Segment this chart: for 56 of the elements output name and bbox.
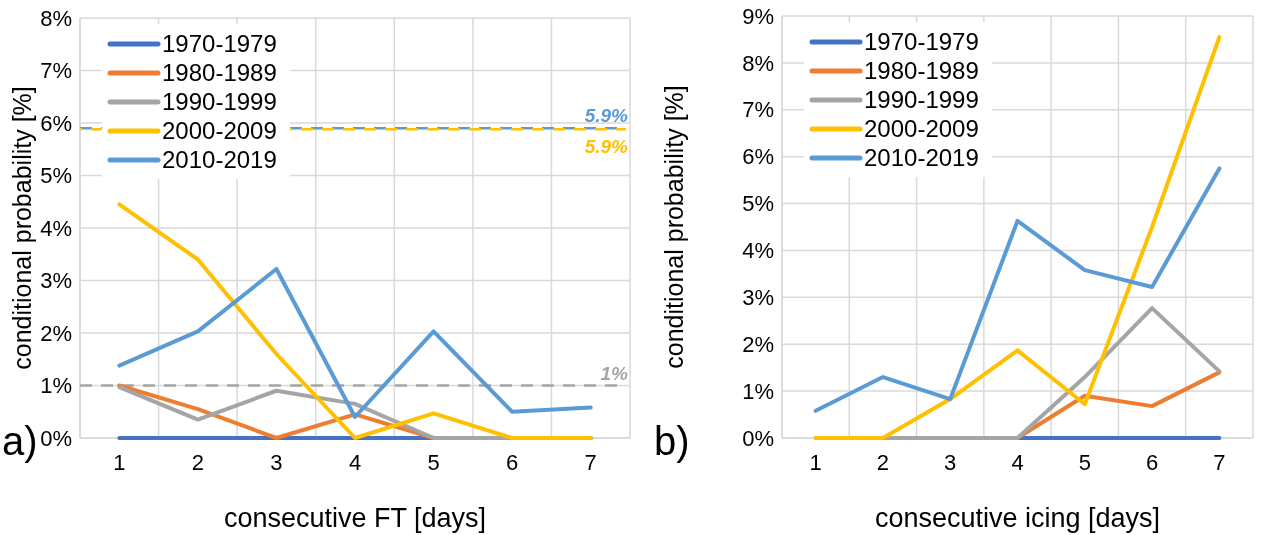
text: b) [654, 419, 690, 463]
line-series [117, 202, 593, 440]
line-series [813, 35, 1222, 440]
x-tick-label: 1 [809, 450, 822, 475]
x-axis-title: consecutive FT [days] [223, 503, 487, 533]
x-tick-label: 7 [584, 450, 597, 475]
y-tick-label: 4% [40, 215, 72, 241]
x-tick-label: 6 [1145, 450, 1159, 475]
legend-label: 1970-1979 [162, 30, 277, 58]
y-tick-label: 2% [40, 320, 72, 346]
x-axis-title: consecutive icing [days] [874, 503, 1161, 533]
x-tick-label: 4 [348, 450, 362, 475]
y-tick-label: 5% [40, 163, 72, 189]
legend-label: 1990-1999 [162, 88, 277, 116]
x-tick-label: 1 [113, 450, 126, 475]
y-tick-label: 2% [742, 331, 774, 357]
y-tick-label: 3% [742, 285, 774, 311]
ref-line-label: 1% [600, 362, 629, 384]
legend-label: 2000-2009 [864, 115, 979, 143]
y-tick-label: 4% [742, 238, 774, 264]
x-tick-label: 5 [1078, 450, 1091, 475]
ref-line-label: 5.9% [584, 105, 629, 127]
ref-line-label: 5.9% [584, 136, 629, 158]
legend-label: 1990-1999 [864, 86, 979, 114]
x-tick-label: 7 [1213, 450, 1226, 475]
y-tick-label: 7% [742, 97, 774, 123]
text: a) [2, 419, 38, 463]
x-tick-label: 3 [270, 450, 283, 475]
legend-label: 2010-2019 [162, 146, 277, 174]
y-tick-label: 7% [40, 58, 72, 84]
y-axis-title: conditional probability [%] [7, 86, 36, 370]
y-tick-label: 3% [40, 268, 72, 294]
legend-label: 1980-1989 [864, 57, 979, 85]
x-tick-label: 4 [1011, 450, 1024, 475]
y-tick-label: 0% [742, 425, 774, 451]
y-tick-label: 8% [742, 50, 774, 76]
line-series [117, 266, 593, 419]
y-tick-label: 6% [742, 144, 774, 170]
y-tick-label: 5% [742, 191, 774, 217]
x-tick-label: 5 [427, 450, 440, 475]
legend-label: 1980-1989 [162, 59, 277, 87]
y-tick-label: 6% [40, 110, 72, 136]
y-tick-label: 1% [742, 378, 774, 404]
y-tick-label: 0% [40, 425, 72, 451]
x-tick-label: 2 [191, 450, 204, 475]
legend-label: 2010-2019 [864, 144, 979, 172]
legend-label: 1970-1979 [864, 28, 979, 56]
line-series [813, 166, 1222, 413]
x-tick-label: 2 [876, 450, 890, 475]
y-tick-label: 1% [40, 373, 72, 399]
x-tick-label: 3 [944, 450, 957, 475]
y-tick-label: 8% [40, 5, 72, 31]
x-tick-label: 6 [506, 450, 519, 475]
legend-label: 2000-2009 [162, 117, 277, 145]
y-axis-title: conditional probability [%] [659, 85, 688, 369]
y-tick-label: 9% [742, 3, 774, 29]
